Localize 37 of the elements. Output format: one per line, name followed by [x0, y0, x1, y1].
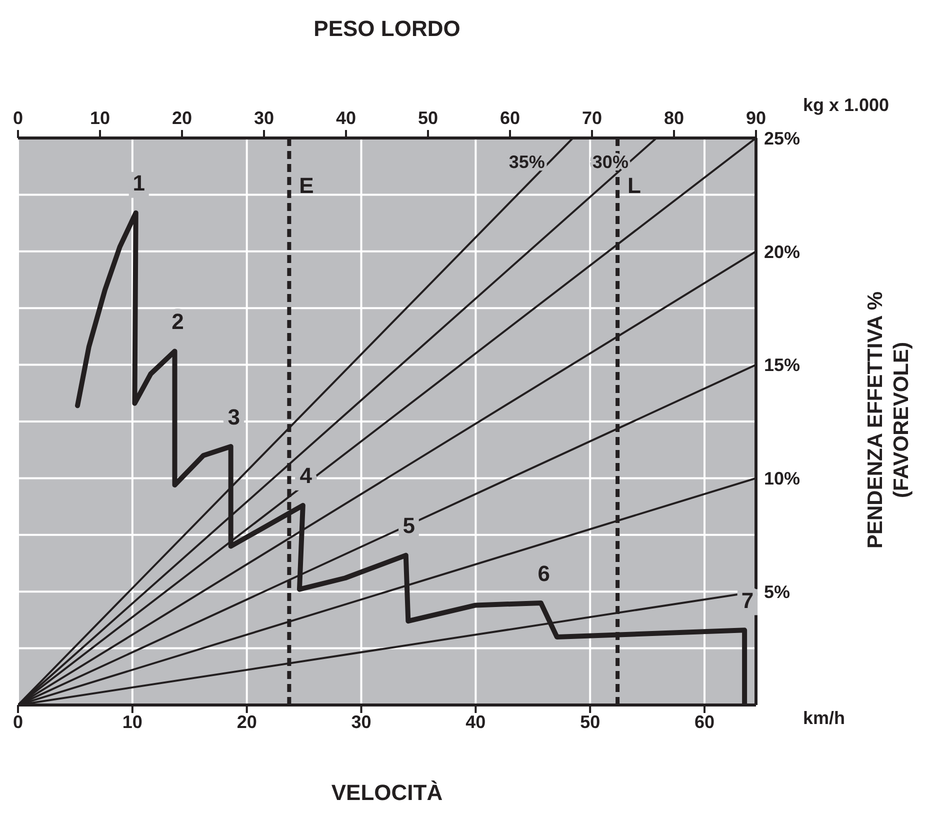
annotation: 3: [228, 404, 240, 430]
x2-tick-label: 80: [664, 108, 684, 128]
y-tick-label: 25%: [764, 128, 800, 148]
annotation: 7: [741, 588, 754, 613]
annotation: 6: [538, 560, 550, 586]
x2-tick-label: 20: [172, 108, 192, 128]
y-tick-label: 15%: [764, 355, 800, 376]
x2-tick-label: 60: [500, 108, 520, 128]
x2-tick-label: 10: [90, 108, 110, 128]
y-tick-label: 5%: [764, 582, 790, 602]
x2-tick-label: 0: [12, 108, 24, 128]
series-label: 35%: [508, 152, 545, 172]
x2-tick-label: 50: [418, 108, 438, 128]
ref-line-label: L: [628, 173, 642, 198]
x-tick-label: 40: [466, 712, 486, 732]
annotation: 5: [402, 513, 416, 538]
x2-tick-label: 30: [254, 108, 274, 128]
x-tick-label: 50: [580, 712, 600, 732]
x-tick-label: 10: [122, 712, 142, 732]
x2-axis-title: PESO LORDO: [314, 16, 460, 41]
annotation: 1: [132, 170, 145, 196]
x-tick-label: 0: [12, 712, 24, 732]
text: km/h: [803, 708, 846, 728]
ref-line-label: E: [299, 173, 314, 198]
x2-tick-label: 90: [746, 108, 766, 128]
x-tick-label: 30: [351, 712, 372, 732]
x2-tick-label: 70: [582, 108, 602, 128]
text: kg x 1.000: [803, 95, 890, 115]
x-tick-label: 60: [694, 712, 715, 732]
y-tick-label: 10%: [764, 468, 800, 489]
y-tick-label: 20%: [764, 242, 800, 262]
x-axis-title: VELOCITÀ: [331, 780, 443, 805]
y-axis-title: PENDENZA EFFETTIVA % (FAVOREVOLE): [864, 291, 913, 549]
annotation: 4: [300, 463, 313, 488]
x-tick-label: 20: [236, 712, 257, 732]
x2-tick-label: 40: [336, 108, 356, 128]
annotation: 2: [172, 309, 184, 334]
